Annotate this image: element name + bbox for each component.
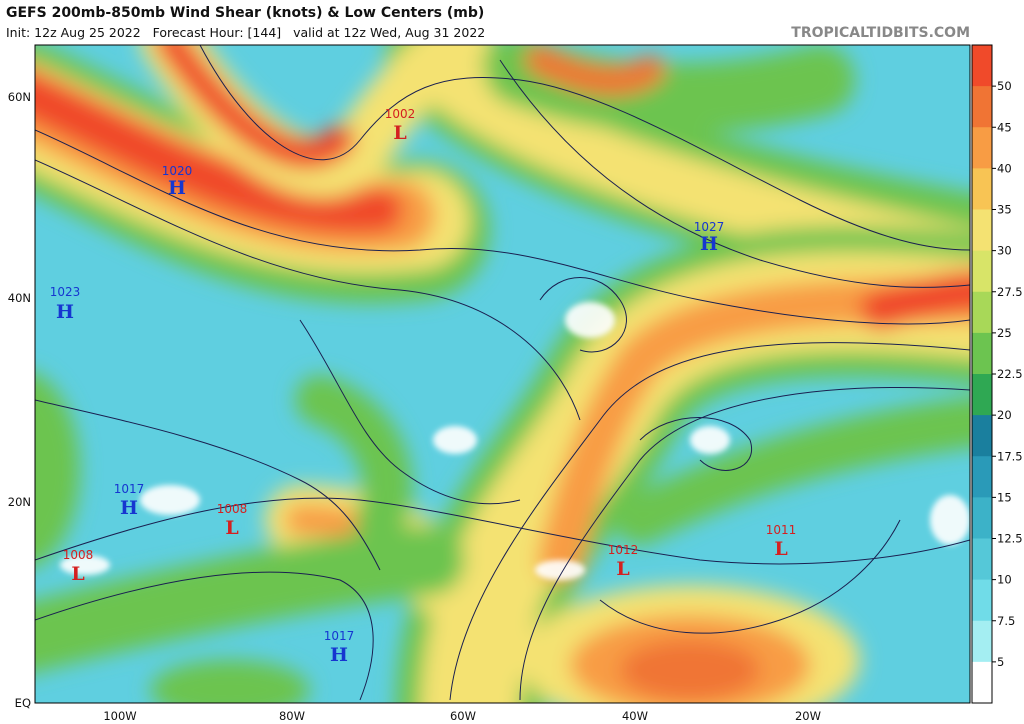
lon-label: 40W: [622, 709, 648, 723]
center-letter: H: [56, 301, 74, 323]
colorbar-label: 27.5: [997, 285, 1023, 299]
center-value: 1017: [114, 482, 145, 496]
subtitle: Init: 12z Aug 25 2022 Forecast Hour: [14…: [6, 25, 485, 40]
colorbar: 50 45 40 35 30 27.5 25 22.5 20 17.5 15 12.5 10 7.5 5: [971, 44, 1023, 704]
colorbar-label: 30: [997, 244, 1012, 258]
center-letter: H: [168, 177, 186, 199]
lon-label: 100W: [103, 709, 136, 723]
source: TROPICALTIDBITS.COM: [791, 25, 970, 41]
center-value: 1008: [217, 502, 248, 516]
lat-label: 60N: [8, 90, 31, 104]
center-letter: H: [700, 233, 718, 255]
colorbar-band: [972, 209, 992, 252]
colorbar-band: [972, 415, 992, 457]
colorbar-band: [972, 579, 992, 622]
colorbar-label: 15: [997, 490, 1012, 504]
colorbar-band: [972, 497, 992, 539]
colorbar-label: 7.5: [997, 614, 1015, 628]
center-letter: L: [225, 517, 238, 539]
lon-label: 20W: [795, 709, 821, 723]
lat-label: EQ: [15, 696, 31, 710]
colorbar-band: [972, 86, 992, 128]
lon-label: 60W: [450, 709, 476, 723]
axis-labels: 60N 40N 20N EQ 100W 80W 60W 40W 20W: [8, 90, 821, 723]
center-value: 1008: [63, 548, 94, 562]
colorbar-band: [972, 45, 992, 87]
colorbar-label: 12.5: [997, 532, 1023, 546]
lat-label: 20N: [8, 495, 31, 509]
colorbar-label: 45: [997, 120, 1012, 134]
center-letter: H: [120, 497, 138, 519]
colorbar-band: [972, 250, 992, 293]
colorbar-band: [972, 332, 992, 375]
center-value: 1012: [608, 543, 639, 557]
colorbar-band: [972, 127, 992, 169]
colorbar-label: 22.5: [997, 367, 1023, 381]
title: GEFS 200mb-850mb Wind Shear (knots) & Lo…: [6, 5, 484, 21]
center-value: 1017: [324, 629, 355, 643]
center-value: 1027: [694, 220, 725, 234]
colorbar-label: 25: [997, 326, 1012, 340]
colorbar-label: 40: [997, 161, 1012, 175]
center-letter: H: [330, 644, 348, 666]
center-value: 1020: [162, 164, 193, 178]
shear-field: [35, 45, 970, 703]
center-value: 1002: [385, 107, 416, 121]
colorbar-label: 17.5: [997, 449, 1023, 463]
colorbar-band: [972, 538, 992, 581]
colorbar-band: [972, 456, 992, 498]
center-value: 1011: [766, 523, 797, 537]
colorbar-label: 50: [997, 79, 1012, 93]
colorbar-band: [972, 374, 992, 416]
colorbar-band: [972, 661, 992, 704]
colorbar-label: 5: [997, 655, 1004, 669]
center-letter: L: [616, 558, 629, 580]
colorbar-label: 20: [997, 408, 1012, 422]
colorbar-band: [972, 168, 992, 210]
center-letter: L: [393, 122, 406, 144]
lat-label: 40N: [8, 291, 31, 305]
center-value: 1023: [50, 285, 81, 299]
colorbar-label: 35: [997, 203, 1012, 217]
colorbar-band: [972, 620, 992, 663]
colorbar-label: 10: [997, 573, 1012, 587]
center-letter: L: [774, 538, 787, 560]
colorbar-band: [972, 291, 992, 334]
lon-label: 80W: [279, 709, 305, 723]
map-frame: [34, 44, 971, 704]
center-letter: L: [71, 563, 84, 585]
